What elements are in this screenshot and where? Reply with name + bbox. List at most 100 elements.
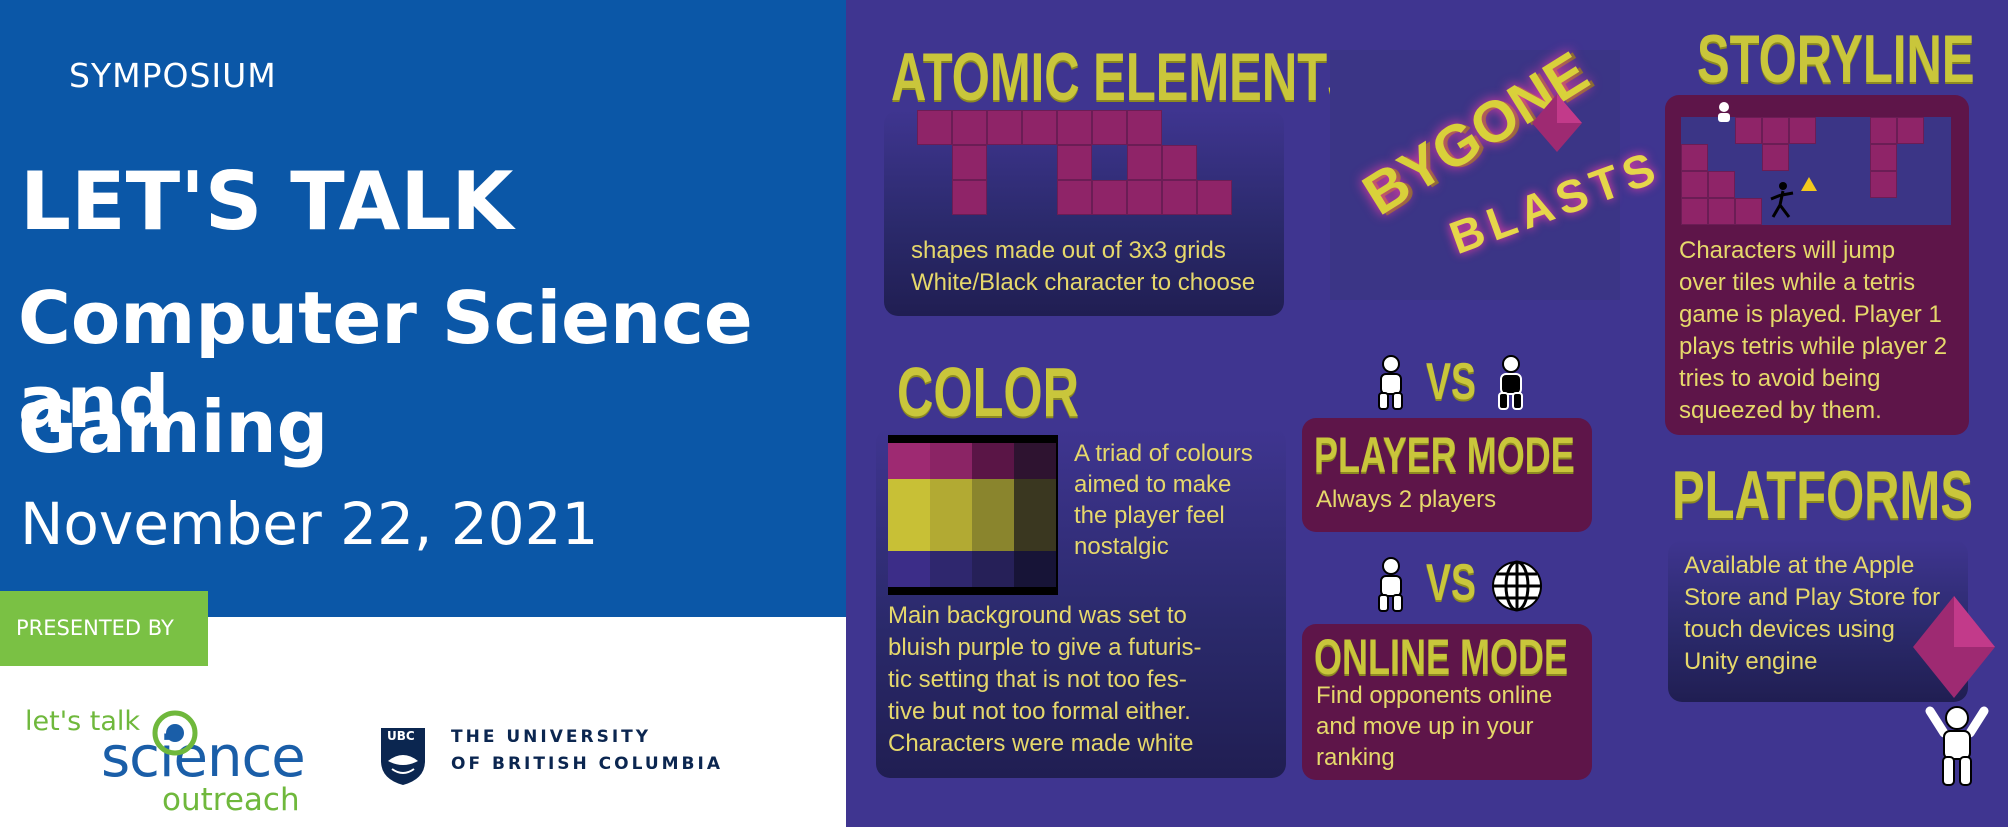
player-two-icon	[1498, 355, 1523, 410]
player-mode-text: Always 2 players	[1316, 486, 1497, 513]
tile	[1127, 110, 1162, 145]
tile	[1162, 110, 1197, 145]
color-swatch	[972, 551, 1014, 587]
tile	[1897, 171, 1924, 198]
tile	[1057, 145, 1092, 180]
storyline-line: squeezed by them.	[1679, 397, 1882, 424]
color-swatch-grid	[888, 435, 1058, 595]
color-bottom-line: bluish purple to give a futuris-	[888, 634, 1202, 661]
tile	[987, 145, 1022, 180]
online-mode-line: and move up in your	[1316, 713, 1534, 740]
tile	[1843, 117, 1870, 144]
platforms-line: touch devices using	[1684, 616, 1895, 643]
color-swatch	[972, 479, 1014, 551]
tile	[1022, 145, 1057, 180]
tile	[1762, 117, 1789, 144]
online-mode-heading: ONLINE MODE	[1314, 629, 1569, 685]
swatch-row	[888, 443, 1058, 479]
color-swatch	[930, 479, 972, 551]
warning-icon	[1801, 177, 1817, 191]
platforms-heading: PLATFORMS	[1672, 457, 1973, 533]
tile	[1092, 180, 1127, 215]
color-swatch	[930, 443, 972, 479]
tile	[1870, 171, 1897, 198]
tile	[1762, 144, 1789, 171]
online-mode-line: ranking	[1316, 744, 1395, 771]
tile	[1057, 180, 1092, 215]
title-line-3: Gaming	[18, 385, 329, 469]
tile	[1681, 117, 1708, 144]
color-swatch	[888, 443, 930, 479]
platforms-line: Available at the Apple	[1684, 552, 1915, 579]
online-player-icon	[1378, 557, 1403, 612]
player-mode-heading: PLAYER MODE	[1314, 427, 1575, 483]
tile	[1924, 171, 1951, 198]
storyline-tile-grid	[1681, 117, 1951, 225]
ubc-name-line-1: THE UNIVERSITY	[451, 727, 652, 747]
color-swatch	[972, 443, 1014, 479]
color-side-line: nostalgic	[1074, 533, 1169, 560]
storyline-line: over tiles while a tetris	[1679, 269, 1916, 296]
player-mode-panel: PLAYER MODE Always 2 players	[1302, 418, 1592, 532]
tile	[1924, 144, 1951, 171]
platforms-line: Store and Play Store for	[1684, 584, 1941, 611]
tile	[917, 110, 952, 145]
color-heading: COLOR	[897, 353, 1079, 431]
tile	[952, 110, 987, 145]
atomic-text-1: shapes made out of 3x3 grids	[911, 237, 1226, 264]
tile	[1022, 110, 1057, 145]
atomic-elements-panel: shapes made out of 3x3 grids White/Black…	[884, 110, 1284, 316]
globe-icon	[1492, 560, 1542, 612]
color-side-line: the player feel	[1074, 502, 1225, 529]
color-bottom-line: Main background was set to	[888, 602, 1187, 629]
tile	[1681, 171, 1708, 198]
player-one-icon	[1378, 355, 1403, 410]
storyline-line: game is played. Player 1	[1679, 301, 1942, 328]
online-mode-panel: ONLINE MODE Find opponents online and mo…	[1302, 624, 1592, 780]
bygone-blasts-logo: BYGONE BLASTS	[1330, 39, 1667, 300]
banner-blue-area	[0, 0, 846, 617]
tile	[1127, 145, 1162, 180]
storyline-text: Characters will jump over tiles while a …	[1679, 235, 1947, 427]
tile	[1708, 144, 1735, 171]
tile	[1897, 144, 1924, 171]
platforms-gem-icon	[1913, 596, 1995, 698]
symposium-label: SYMPOSIUM	[69, 56, 277, 95]
color-side-text: A triad of colours aimed to make the pla…	[1074, 438, 1253, 562]
tile	[1735, 171, 1762, 198]
player-vs-label: VS	[1426, 353, 1476, 411]
storyline-line: Characters will jump	[1679, 237, 1896, 264]
tile	[917, 180, 952, 215]
tile	[1816, 171, 1843, 198]
platforms-text: Available at the Apple Store and Play St…	[1684, 550, 1940, 678]
tile	[1924, 198, 1951, 225]
tile	[1735, 198, 1762, 225]
online-mode-line: Find opponents online	[1316, 682, 1553, 709]
atomic-text-2: White/Black character to choose	[911, 269, 1256, 296]
lts-line-3: outreach	[162, 782, 300, 818]
tile	[1816, 144, 1843, 171]
tile	[1843, 144, 1870, 171]
lts-line-2: science	[101, 725, 306, 790]
gem-icon	[1532, 94, 1582, 152]
tile	[1708, 198, 1735, 225]
atomic-elements-heading: ATOMIC ELEMENTS	[891, 39, 1360, 115]
cheering-character-icon	[1925, 706, 1989, 786]
storyline-heading: STORYLINE	[1697, 21, 1975, 97]
game-poster: ATOMIC ELEMENTS shapes made out of 3x3 g…	[846, 0, 2008, 827]
platforms-panel: Available at the Apple Store and Play St…	[1668, 540, 1968, 702]
tile	[1870, 117, 1897, 144]
atomic-tile-grid	[917, 110, 1232, 215]
color-bottom-text: Main background was set to bluish purple…	[888, 600, 1202, 760]
tile	[1197, 180, 1232, 215]
tile	[1816, 198, 1843, 225]
tile	[1127, 180, 1162, 215]
ubc-badge-text: UBC	[387, 729, 415, 743]
tile	[987, 180, 1022, 215]
tile	[1197, 145, 1232, 180]
tile	[952, 180, 987, 215]
title-line-2: Computer Science and	[18, 276, 753, 444]
color-swatch	[888, 551, 930, 587]
event-date: November 22, 2021	[20, 490, 599, 558]
tile	[1789, 117, 1816, 144]
